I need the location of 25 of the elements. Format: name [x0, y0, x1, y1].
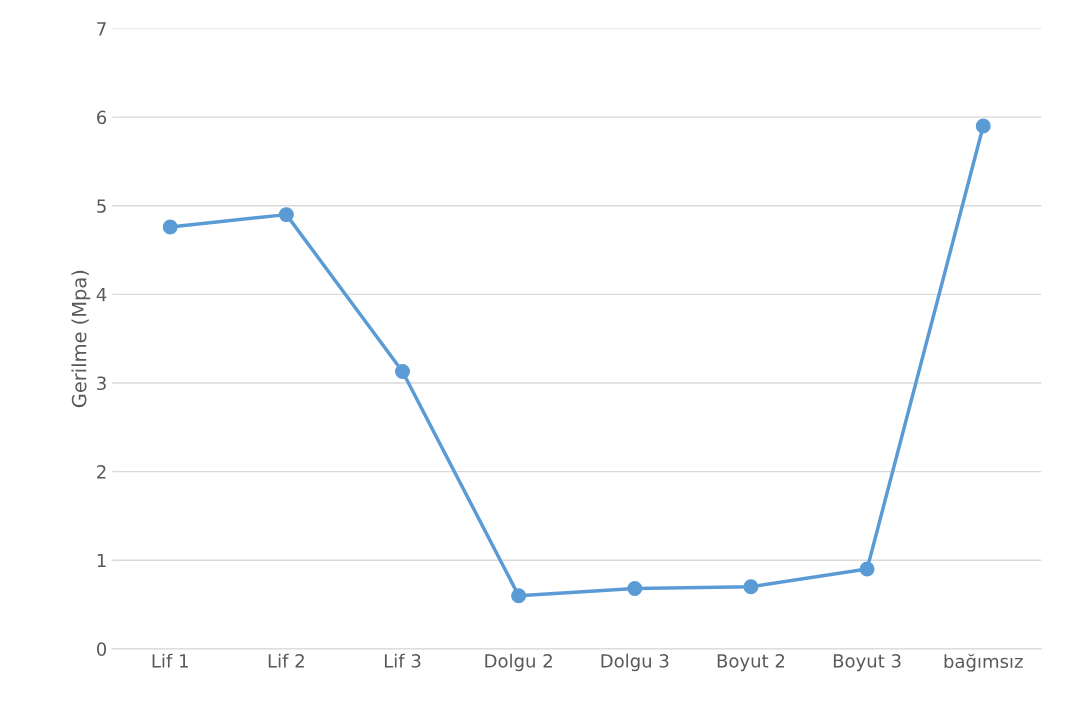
x-tick-label: Lif 3 [384, 653, 421, 668]
point [395, 364, 410, 379]
point [859, 561, 875, 577]
y-tick-label: 4 [96, 288, 107, 302]
x-tick-label: Lif 2 [268, 653, 304, 668]
point [162, 219, 178, 235]
y-tick-label: 7 [97, 22, 106, 36]
x-tick-label: Lif 1 [152, 653, 188, 668]
y-tick-label: 6 [97, 110, 107, 125]
x-tick-label: Boyut 3 [833, 654, 901, 672]
y-tick-label: 2 [97, 465, 106, 479]
y-tick-label: 1 [97, 553, 106, 568]
x-tick-label: Dolgu 2 [485, 653, 552, 672]
x-tick-label: Dolgu 3 [601, 653, 669, 672]
y-tick-label: 3 [97, 376, 106, 391]
y-tick-label: 5 [97, 199, 106, 213]
x-tick-label: Boyut 2 [717, 654, 785, 672]
y-axis-title: Gerilme (Mpa) [71, 270, 91, 408]
point [511, 588, 527, 604]
point [278, 207, 294, 223]
y-tick-label: 0 [96, 642, 107, 656]
point [743, 579, 759, 595]
point [627, 581, 643, 597]
x-tick-label: bağımsız [944, 653, 1023, 672]
point [975, 118, 991, 134]
